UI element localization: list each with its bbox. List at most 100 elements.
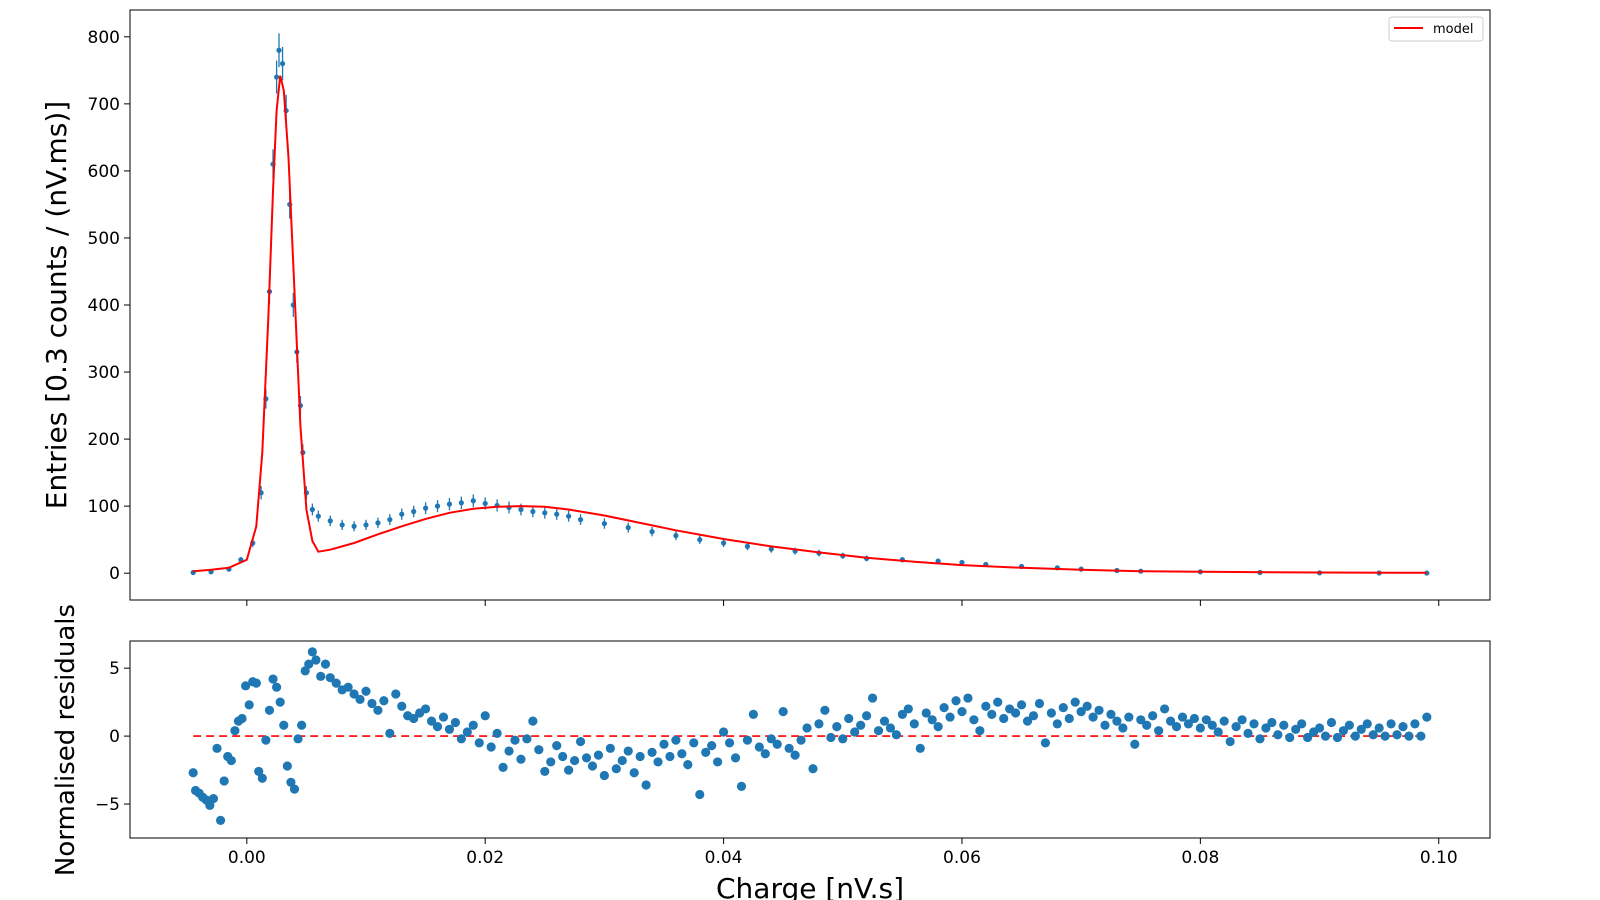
residual-point [1362,719,1372,729]
residual-point [909,719,919,729]
residual-point [808,764,818,774]
residual-point [766,734,776,744]
residual-point [1368,730,1378,740]
fit-x-ticks [246,600,1440,606]
data-point [673,533,679,539]
residual-point [611,764,621,774]
residual-point [522,734,532,744]
residual-point [736,781,747,791]
residual-point [945,712,955,722]
residual-point [516,754,526,764]
residual-point [1410,719,1420,729]
residual-point [569,755,580,766]
residual-point [486,742,496,752]
residual-point [802,723,812,733]
fit-panel-frame [129,9,1491,601]
fit-panel: 0 100 200 300 400 500 600 700 800 model Entries … [40,9,1491,606]
residual-point [599,770,609,781]
residual-point [778,707,788,717]
residual-point [480,711,490,721]
residual-point [1207,720,1217,730]
residual-point [1064,713,1074,724]
residual-point [1106,709,1116,719]
residual-point [300,666,310,676]
fit-y-tick-label: 700 [88,95,120,115]
data-point [274,74,280,80]
residuals-y-axis-label: Normalised residuals [51,604,81,876]
residual-point [927,715,937,725]
residual-point [212,743,222,753]
residual-point [474,738,484,748]
residual-point [208,794,219,804]
residual-point [1189,713,1199,724]
fit-y-axis-label: Entries [0.3 counts / (nV.ms)] [40,101,73,509]
residual-point [617,755,627,766]
residual-point [1148,711,1158,721]
data-point [387,516,393,523]
residual-point [510,735,520,745]
data-points [190,47,1430,576]
data-point [554,511,560,517]
residual-point [504,746,514,756]
model-line [193,75,1427,574]
residual-point [1416,731,1426,741]
residual-point [1046,708,1056,718]
residual-point [1422,712,1432,722]
residual-point [254,766,264,777]
residual-point [286,777,296,787]
residual-point [587,761,598,771]
residual-point [558,751,568,762]
residual-point [605,743,615,753]
residual-point [1237,715,1247,725]
residual-point [1165,716,1176,726]
residual-point [444,724,455,734]
residual-point [701,747,711,758]
residual-point [581,753,592,763]
residual-point [534,745,544,755]
residual-point [730,753,741,763]
residual-point [1022,716,1033,726]
residual-point [1219,716,1229,726]
residual-point [261,735,271,745]
residual-point [742,735,753,745]
residual-point [593,750,604,760]
residual-point [205,800,215,810]
residual-point [856,720,866,730]
data-point [458,500,464,506]
residual-point [498,762,508,772]
residual-point [331,678,341,688]
residual-point [629,768,639,778]
legend-box [1388,16,1484,42]
fit-y-tick-label: 500 [88,229,120,249]
residual-point [879,716,890,726]
residual-points [188,647,1432,825]
residual-point [1285,732,1295,743]
residual-point [311,655,321,665]
residual-point [237,713,247,724]
residual-point [993,697,1003,707]
residual-point [575,736,586,747]
legend-model-label: model [1433,22,1473,37]
residual-point [1142,720,1152,730]
residual-point [951,696,961,706]
residual-point [456,734,466,744]
residual-point [316,671,326,681]
residual-point [921,708,931,718]
residual-point [361,686,371,696]
residual-point [659,739,669,749]
residual-point [1314,723,1325,733]
residual-point [264,705,275,715]
data-point [446,501,453,507]
residual-point [293,734,303,744]
x-tick-label: 0.00 [228,848,266,868]
residual-point [528,716,538,726]
residual-point [844,713,854,724]
residual-point [826,732,836,743]
residuals-y-tick-label: 0 [109,727,120,747]
residual-point [230,726,240,736]
data-point [276,47,282,53]
data-point [577,516,584,523]
residual-point [1213,727,1223,737]
residual-point [1344,720,1354,730]
